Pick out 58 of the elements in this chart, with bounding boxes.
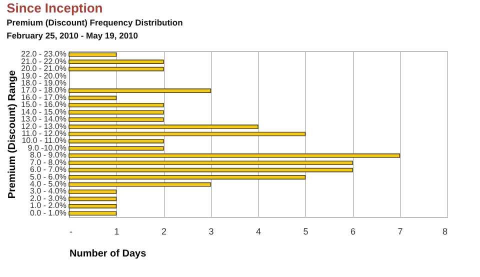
y-tick-label: 2.0 - 3.0% [30, 194, 66, 203]
x-tick-label: 4 [256, 226, 262, 236]
y-tick-label: 22.0 - 23.0% [21, 50, 66, 59]
y-tick-label: 5.0 - 6.0% [30, 172, 66, 182]
y-tick-label: 17.0 - 18.0% [21, 86, 66, 95]
y-tick-label: 6.0 - 7.0% [30, 165, 66, 174]
chart-title: Since Inception [6, 0, 103, 16]
y-tick-label: 19.0 - 20.0% [21, 71, 66, 80]
y-tick-label: 11.0 - 12.0% [22, 129, 66, 138]
bar [68, 211, 117, 216]
y-axis-title: Premium (Discount) Range [7, 70, 18, 199]
y-tick-label: 4.0 - 5.0% [30, 180, 66, 189]
y-tick-label: 14.0 - 15.0% [21, 107, 66, 116]
bar [68, 160, 353, 166]
x-tick-label: 8 [442, 226, 448, 236]
bar [68, 52, 117, 57]
y-tick-label: 8.0 - 9.0% [30, 150, 66, 160]
y-tick-label: 10.0 - 11.0% [22, 136, 66, 146]
x-axis-title: Number of Days [70, 248, 147, 260]
x-tick-label: 6 [350, 226, 356, 236]
x-tick-label: 3 [208, 226, 214, 236]
bar [68, 124, 258, 129]
bar [68, 190, 117, 194]
bar [68, 175, 306, 180]
y-tick-label: 12.0 - 13.0% [21, 122, 66, 131]
bar [68, 146, 164, 151]
y-tick-label: 20.0 - 21.0% [21, 64, 66, 74]
y-tick-label: 1.0 - 2.0% [30, 201, 66, 210]
y-tick-label: 9.0 -10.0% [28, 143, 66, 152]
y-tick-label: 0.0 - 1.0% [30, 208, 66, 218]
y-tick-label: 21.0 - 22.0% [21, 56, 66, 66]
bar [68, 132, 306, 136]
bar [68, 154, 400, 158]
x-tick-label: - [70, 226, 72, 236]
bar [68, 182, 212, 187]
y-tick-label: 18.0 - 19.0% [21, 78, 66, 88]
y-tick-label: 15.0 - 16.0% [21, 100, 66, 110]
x-tick-label: 7 [398, 226, 403, 236]
x-tick-label: 2 [161, 226, 167, 236]
bar [68, 204, 117, 208]
x-tick-label: 5 [303, 226, 308, 236]
bar [68, 139, 164, 144]
y-tick-label: 7.0 - 8.0% [30, 158, 66, 167]
bar [68, 102, 164, 108]
y-tick-label: 13.0 - 14.0% [21, 114, 66, 124]
y-tick-label: 16.0 - 17.0% [21, 92, 66, 102]
bar [68, 66, 164, 72]
x-tick-label: 1 [114, 226, 120, 236]
bar [68, 60, 164, 64]
text: February 25, 2010 - May 19, 2010 [6, 30, 138, 41]
bar [68, 117, 164, 122]
bar [68, 196, 117, 202]
bar [68, 110, 164, 114]
bar [68, 168, 353, 172]
bar [68, 88, 212, 93]
y-tick-label: 3.0 - 4.0% [30, 186, 66, 196]
chart-subtitle: Premium (Discount) Frequency Distribution [6, 18, 183, 28]
bar [68, 96, 117, 100]
